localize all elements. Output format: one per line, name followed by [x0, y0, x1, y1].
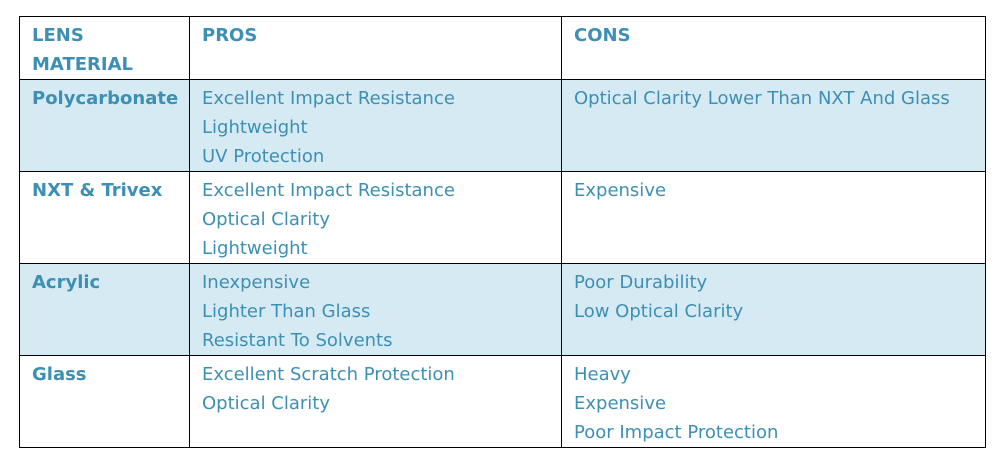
material-cell: Polycarbonate [19, 79, 190, 172]
pro-item: Lighter Than Glass [202, 301, 371, 322]
con-item: Expensive [574, 180, 667, 201]
con-item: Low Optical Clarity [574, 301, 744, 322]
pro-item: UV Protection [202, 146, 325, 167]
material-cell: NXT & Trivex [19, 171, 190, 264]
header-lens-material: LENS MATERIAL [19, 16, 190, 80]
pro-item: Optical Clarity [202, 209, 331, 230]
pros-cell: Inexpensive Lighter Than Glass Resistant… [189, 263, 562, 356]
pro-item: Excellent Scratch Protection [202, 364, 455, 385]
cons-cell: Poor Durability Low Optical Clarity [561, 263, 986, 356]
table-row: Glass Excellent Scratch Protection Optic… [19, 355, 986, 448]
material-cell: Acrylic [19, 263, 190, 356]
table-row: Acrylic Inexpensive Lighter Than Glass R… [19, 263, 986, 356]
table-row: Polycarbonate Excellent Impact Resistanc… [19, 79, 986, 172]
pro-item: Excellent Impact Resistance [202, 88, 455, 109]
pro-item: Optical Clarity [202, 393, 331, 414]
header-row: LENS MATERIAL PROS CONS [19, 16, 986, 80]
pro-item: Inexpensive [202, 272, 311, 293]
pro-item: Lightweight [202, 238, 308, 259]
con-item: Poor Impact Protection [574, 422, 779, 443]
cons-cell: Heavy Expensive Poor Impact Protection [561, 355, 986, 448]
pro-item: Lightweight [202, 117, 308, 138]
pros-cell: Excellent Impact Resistance Lightweight … [189, 79, 562, 172]
con-item: Optical Clarity Lower Than NXT And Glass [574, 88, 950, 109]
pro-item: Resistant To Solvents [202, 330, 393, 351]
pro-item: Excellent Impact Resistance [202, 180, 455, 201]
con-item: Heavy [574, 364, 631, 385]
cons-cell: Expensive [561, 171, 986, 264]
pros-cell: Excellent Impact Resistance Optical Clar… [189, 171, 562, 264]
con-item: Expensive [574, 393, 667, 414]
table-row: NXT & Trivex Excellent Impact Resistance… [19, 171, 986, 264]
cons-cell: Optical Clarity Lower Than NXT And Glass [561, 79, 986, 172]
pros-cell: Excellent Scratch Protection Optical Cla… [189, 355, 562, 448]
material-cell: Glass [19, 355, 190, 448]
header-cons: CONS [561, 16, 986, 80]
lens-material-table: LENS MATERIAL PROS CONS Polycarbonate Ex… [19, 16, 986, 448]
con-item: Poor Durability [574, 272, 708, 293]
header-pros: PROS [189, 16, 562, 80]
